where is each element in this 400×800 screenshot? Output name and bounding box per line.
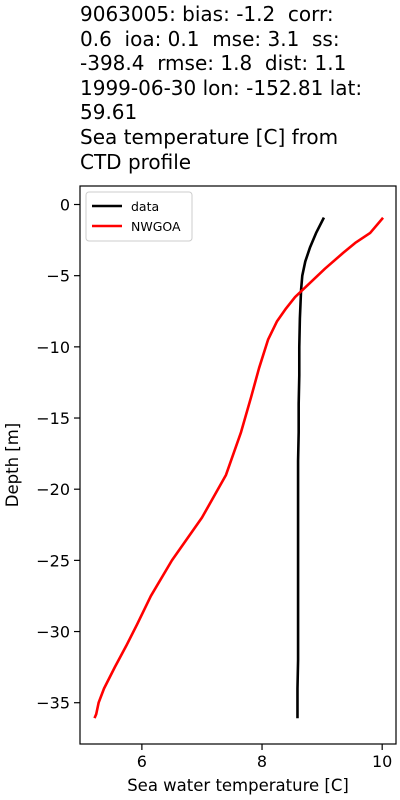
series-line-data (296, 216, 326, 719)
x-tick-label: 8 (257, 752, 267, 771)
y-tick-label: −30 (36, 623, 70, 642)
x-axis-label: Sea water temperature [C] (127, 776, 349, 795)
y-tick-label: −20 (36, 480, 70, 499)
y-tick-label: −5 (46, 267, 70, 286)
legend-label-nwgoa: NWGOA (131, 219, 181, 234)
y-tick-label: −25 (36, 551, 70, 570)
y-tick-label: 0 (60, 196, 70, 215)
y-axis-label: Depth [m] (3, 423, 22, 507)
x-tick-label: 6 (137, 752, 147, 771)
y-tick-label: −35 (36, 694, 70, 713)
y-tick-label: −15 (36, 409, 70, 428)
series-line-nwgoa (93, 216, 385, 719)
x-tick-label: 10 (372, 752, 392, 771)
chart-title: 9063005: bias: -1.2 corr: 0.6 ioa: 0.1 m… (80, 2, 363, 174)
legend-box (85, 191, 193, 242)
plot-frame (79, 185, 397, 745)
legend: data NWGOA (85, 191, 193, 242)
legend-label-data: data (131, 199, 159, 214)
y-tick-label: −10 (36, 338, 70, 357)
